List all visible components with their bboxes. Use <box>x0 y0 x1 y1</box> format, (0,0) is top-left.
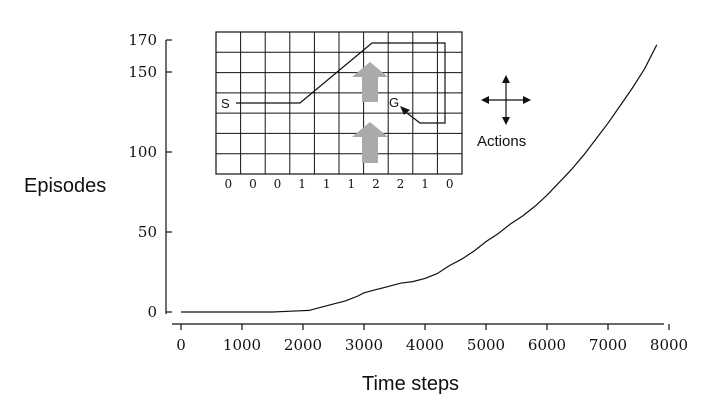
wind-strength-label: 2 <box>372 177 380 191</box>
x-tick-label: 6000 <box>528 336 566 354</box>
wind-strength-label: 1 <box>347 177 355 191</box>
y-tick-label: 0 <box>147 303 157 321</box>
wind-strength-labels: 0 0 0 1 1 1 2 2 1 0 <box>224 177 453 191</box>
wind-arrow-upper <box>352 62 388 102</box>
goal-label: G <box>389 95 399 110</box>
wind-strength-label: 0 <box>249 177 257 191</box>
y-tick-label: 100 <box>128 143 157 161</box>
wind-strength-label: 0 <box>446 177 454 191</box>
x-tick-label: 0 <box>176 336 186 354</box>
start-label: S <box>221 96 230 111</box>
gridworld-path-arrowhead <box>400 106 410 115</box>
x-ticks: 0 1000 2000 3000 4000 5000 6000 7000 8000 <box>176 324 688 354</box>
y-ticks: 0 50 100 150 170 <box>128 31 172 321</box>
gridworld-inset: S G 0 0 0 1 1 1 2 2 1 0 <box>215 31 463 191</box>
series-line <box>181 44 658 313</box>
y-tick-label: 150 <box>128 63 157 81</box>
actions-compass-icon <box>481 75 531 125</box>
wind-arrow-lower <box>352 122 388 163</box>
x-tick-label: 7000 <box>589 336 627 354</box>
x-axis-title: Time steps <box>362 373 459 395</box>
y-axis-title: Episodes <box>24 175 106 197</box>
x-tick-label: 8000 <box>650 336 688 354</box>
x-tick-label: 4000 <box>406 336 444 354</box>
wind-strength-label: 1 <box>298 177 306 191</box>
wind-strength-label: 0 <box>224 177 232 191</box>
actions-label: Actions <box>477 133 526 150</box>
wind-strength-label: 2 <box>397 177 405 191</box>
wind-strength-label: 0 <box>274 177 282 191</box>
x-tick-label: 2000 <box>284 336 322 354</box>
x-tick-label: 3000 <box>345 336 383 354</box>
x-tick-label: 1000 <box>223 336 261 354</box>
wind-strength-label: 1 <box>323 177 331 191</box>
x-tick-label: 5000 <box>467 336 505 354</box>
wind-strength-label: 1 <box>421 177 429 191</box>
y-tick-label: 50 <box>138 223 157 241</box>
y-tick-label: 170 <box>128 31 157 49</box>
gridworld-path <box>236 42 446 124</box>
